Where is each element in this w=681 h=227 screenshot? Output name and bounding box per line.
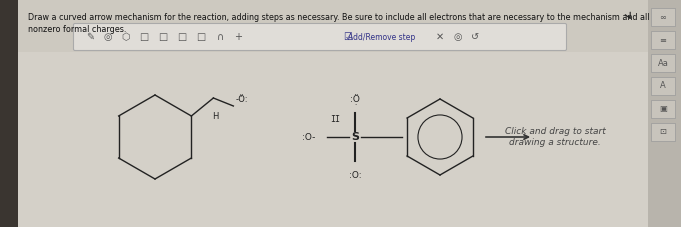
Bar: [651, 8, 675, 26]
Text: ·: ·: [354, 102, 356, 108]
Text: ✕: ✕: [436, 32, 444, 42]
Text: ◎: ◎: [104, 32, 112, 42]
Text: :O:: :O:: [349, 170, 362, 180]
Text: :O-: :O-: [302, 133, 315, 141]
Bar: [648, 0, 681, 227]
Bar: [651, 100, 675, 118]
Bar: [651, 123, 675, 141]
Text: +: +: [234, 32, 242, 42]
Text: ✎: ✎: [86, 32, 94, 42]
Text: ≡: ≡: [659, 35, 667, 44]
FancyBboxPatch shape: [74, 24, 567, 50]
Text: ∩: ∩: [217, 32, 223, 42]
Bar: [651, 54, 675, 72]
Bar: [651, 31, 675, 49]
Text: ☑: ☑: [344, 32, 352, 42]
Text: -Ö:: -Ö:: [236, 95, 248, 104]
Text: :Ö: :Ö: [350, 94, 360, 104]
Text: Click and drag to start
drawing a structure.: Click and drag to start drawing a struct…: [505, 127, 605, 147]
Bar: [0, 0, 18, 227]
Bar: [18, 52, 648, 227]
Text: ..: ..: [240, 93, 243, 98]
Text: H: H: [212, 112, 219, 121]
Text: ⊡: ⊡: [659, 128, 667, 136]
Text: S: S: [351, 132, 359, 142]
Text: ◎: ◎: [454, 32, 462, 42]
Text: Aa: Aa: [658, 59, 669, 67]
Text: □: □: [159, 32, 168, 42]
Bar: [651, 77, 675, 95]
Text: ↺: ↺: [471, 32, 479, 42]
Text: □: □: [196, 32, 206, 42]
Text: Add/Remove step: Add/Remove step: [349, 32, 415, 42]
Text: □: □: [140, 32, 148, 42]
Text: ⬡: ⬡: [122, 32, 130, 42]
Text: A: A: [660, 81, 666, 91]
Text: □: □: [177, 32, 187, 42]
Text: ▣: ▣: [659, 104, 667, 114]
Text: II: II: [330, 114, 340, 123]
Text: ∞: ∞: [659, 12, 667, 22]
Text: Draw a curved arrow mechanism for the reaction, adding steps as necessary. Be su: Draw a curved arrow mechanism for the re…: [28, 13, 650, 34]
